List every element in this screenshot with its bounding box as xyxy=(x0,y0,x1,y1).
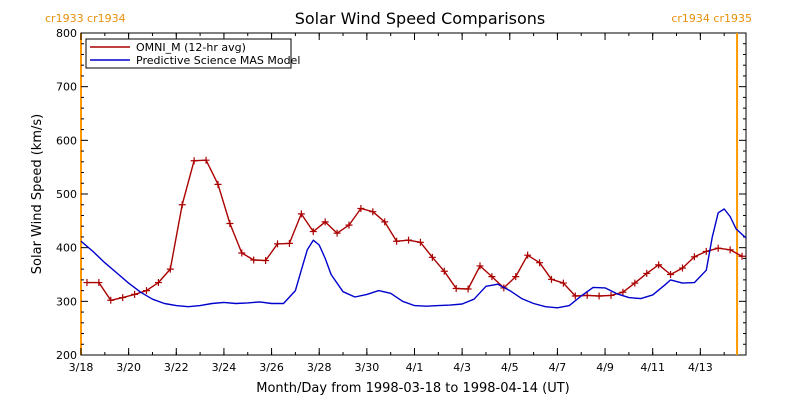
series-line-1 xyxy=(80,208,747,309)
data-point-marker xyxy=(607,291,615,299)
legend: OMNI_M (12-hr avg) Predictive Science MA… xyxy=(85,38,300,69)
data-point-marker xyxy=(333,229,341,237)
data-point-marker xyxy=(559,279,567,287)
data-point-marker xyxy=(667,271,675,278)
y-tick-label: 600 xyxy=(56,134,77,147)
data-point-marker xyxy=(178,201,186,209)
legend-label-mas: Predictive Science MAS Model xyxy=(136,54,300,67)
data-point-marker xyxy=(643,269,651,277)
data-point-marker xyxy=(131,290,139,298)
data-point-marker xyxy=(262,257,270,265)
data-point-marker xyxy=(226,220,234,228)
carrington-label-left: cr1933 cr1934 xyxy=(45,12,126,25)
x-tick-label: 3/18 xyxy=(69,361,94,374)
x-tick-label: 3/22 xyxy=(164,361,189,374)
data-point-marker xyxy=(536,259,544,267)
y-tick-label: 300 xyxy=(56,295,77,308)
data-point-marker xyxy=(381,218,389,226)
data-point-marker xyxy=(631,279,639,287)
data-point-marker xyxy=(571,292,579,300)
data-point-marker xyxy=(274,240,282,248)
x-tick-label: 4/11 xyxy=(640,361,665,374)
y-tick-label: 500 xyxy=(56,188,77,201)
x-tick-label: 3/28 xyxy=(307,361,332,374)
data-point-marker xyxy=(190,157,198,165)
data-point-marker xyxy=(702,247,710,255)
data-point-marker xyxy=(202,156,210,164)
data-point-marker xyxy=(524,251,532,259)
data-point-marker xyxy=(738,252,746,260)
legend-label-omni: OMNI_M (12-hr avg) xyxy=(136,41,246,54)
x-tick-label: 4/1 xyxy=(406,361,424,374)
data-point-marker xyxy=(452,284,460,292)
x-tick-label: 3/30 xyxy=(354,361,379,374)
y-tick-label: 800 xyxy=(56,27,77,40)
data-point-marker xyxy=(476,262,484,270)
data-point-marker xyxy=(416,238,424,246)
legend-box xyxy=(85,38,292,69)
x-tick-label: 3/24 xyxy=(212,361,237,374)
x-tick-label: 4/7 xyxy=(549,361,567,374)
data-point-marker xyxy=(428,253,436,261)
data-point-marker xyxy=(154,279,162,287)
x-axis-label: Month/Day from 1998-03-18 to 1998-04-14 … xyxy=(256,381,569,396)
data-point-marker xyxy=(119,294,127,302)
x-tick-label: 4/13 xyxy=(688,361,713,374)
data-point-marker xyxy=(393,237,401,245)
data-point-marker xyxy=(678,264,686,272)
data-point-marker xyxy=(488,273,496,281)
x-tick-label: 3/26 xyxy=(259,361,284,374)
data-point-marker xyxy=(285,239,293,247)
data-point-marker xyxy=(726,246,734,254)
y-tick-label: 200 xyxy=(56,349,77,362)
data-point-marker xyxy=(345,221,353,229)
data-point-marker xyxy=(357,204,365,212)
y-tick-label: 700 xyxy=(56,81,77,94)
data-point-marker xyxy=(512,273,520,281)
x-tick-label: 3/20 xyxy=(116,361,141,374)
data-point-marker xyxy=(250,256,258,264)
data-point-marker xyxy=(464,285,472,293)
x-tick-label: 4/5 xyxy=(501,361,519,374)
data-point-marker xyxy=(440,267,448,275)
data-point-marker xyxy=(595,292,603,300)
series-line-0 xyxy=(87,159,743,301)
data-point-marker xyxy=(166,265,174,273)
chart-title: Solar Wind Speed Comparisons xyxy=(295,9,546,28)
data-point-marker xyxy=(107,296,115,304)
data-point-marker xyxy=(321,218,329,226)
y-axis-label: Solar Wind Speed (km/s) xyxy=(30,114,45,274)
data-point-marker xyxy=(405,236,413,244)
data-point-marker xyxy=(83,279,91,287)
data-point-marker xyxy=(297,210,305,218)
x-tick-label: 4/9 xyxy=(596,361,614,374)
data-point-marker xyxy=(309,228,317,236)
x-tick-label: 4/3 xyxy=(453,361,471,374)
y-tick-label: 400 xyxy=(56,242,77,255)
data-point-marker xyxy=(655,261,663,269)
data-point-marker xyxy=(369,208,377,216)
data-point-marker xyxy=(143,287,151,295)
data-point-marker xyxy=(95,279,103,287)
data-point-marker xyxy=(238,249,246,257)
data-point-marker xyxy=(619,288,627,296)
data-point-marker xyxy=(214,180,222,188)
carrington-label-right: cr1934 cr1935 xyxy=(671,12,752,25)
data-point-marker xyxy=(547,275,555,283)
data-point-marker xyxy=(690,253,698,261)
data-point-marker xyxy=(714,244,722,252)
data-point-marker xyxy=(583,291,591,299)
